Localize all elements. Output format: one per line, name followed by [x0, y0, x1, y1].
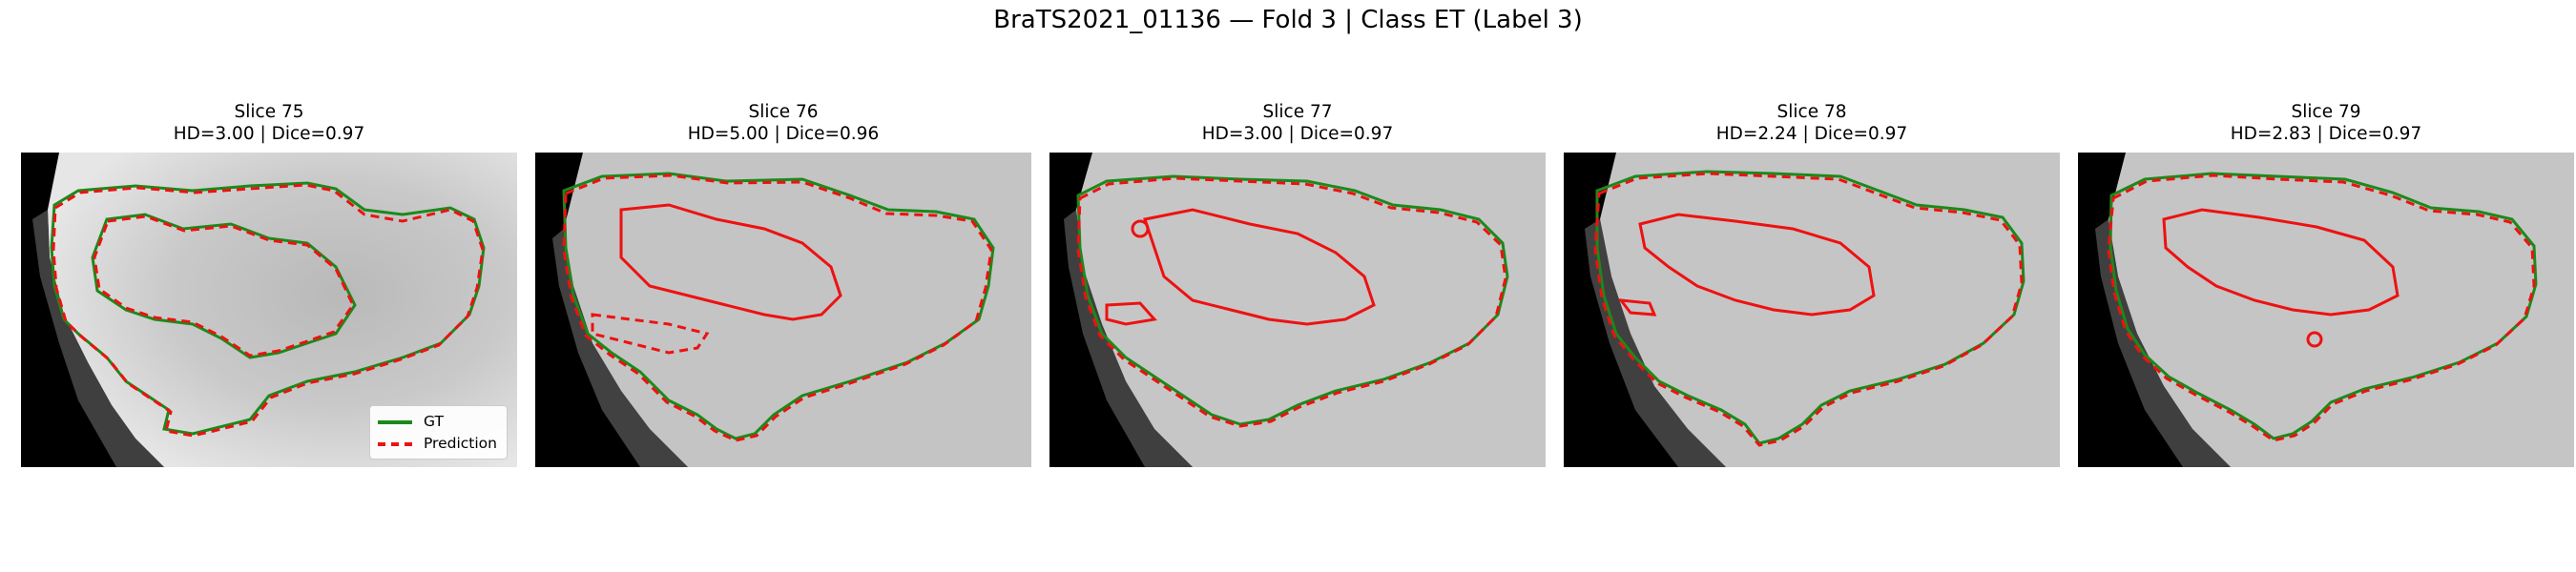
legend-item-prediction: Prediction: [377, 433, 497, 455]
prediction-contour: [52, 183, 485, 438]
mri-slice-image: [1049, 153, 1546, 467]
gt-contour: [50, 181, 486, 436]
slice-metrics: HD=3.00 | Dice=0.97: [1201, 124, 1394, 144]
legend: GT Prediction: [368, 405, 508, 460]
gt-contour: [2109, 172, 2538, 440]
prediction-contour: [562, 174, 993, 442]
slice-panel-75: Slice 75 HD=3.00 | Dice=0.97 GT: [21, 101, 517, 467]
legend-item-gt: GT: [377, 411, 497, 433]
gt-line-swatch: [377, 419, 412, 424]
gt-contour: [1595, 170, 2025, 445]
slice-panel-79: Slice 79 HD=2.83 | Dice=0.97: [2078, 101, 2574, 467]
slice-title: Slice 76: [748, 102, 819, 122]
slice-metrics: HD=5.00 | Dice=0.96: [687, 124, 880, 144]
prediction-line-swatch: [377, 441, 412, 446]
slice-title: Slice 75: [234, 102, 304, 122]
slice-metrics: HD=2.83 | Dice=0.97: [2230, 124, 2422, 144]
slice-title: Slice 77: [1262, 102, 1333, 122]
prediction-contour: [1076, 176, 1507, 428]
legend-label-prediction: Prediction: [423, 435, 497, 452]
slice-title: Slice 79: [2291, 102, 2361, 122]
mri-slice-image: [2078, 153, 2574, 467]
slice-panel-77: Slice 77 HD=3.00 | Dice=0.97: [1049, 101, 1546, 467]
slice-metrics: HD=3.00 | Dice=0.97: [173, 124, 365, 144]
mri-slice-image: [535, 153, 1031, 467]
figure-title: BraTS2021_01136 — Fold 3 | Class ET (Lab…: [993, 6, 1583, 34]
slice-metrics: HD=2.24 | Dice=0.97: [1715, 124, 1908, 144]
mri-slice-image: GT Prediction: [21, 153, 517, 467]
legend-label-gt: GT: [423, 413, 444, 430]
prediction-contour: [1593, 172, 2024, 447]
slice-title: Slice 78: [1776, 102, 1847, 122]
slice-panel-78: Slice 78 HD=2.24 | Dice=0.97: [1564, 101, 2060, 467]
mri-slice-image: [1564, 153, 2060, 467]
slice-panel-76: Slice 76 HD=5.00 | Dice=0.96: [535, 101, 1031, 467]
gt-contour: [562, 172, 995, 440]
prediction-contour: [2107, 174, 2536, 442]
